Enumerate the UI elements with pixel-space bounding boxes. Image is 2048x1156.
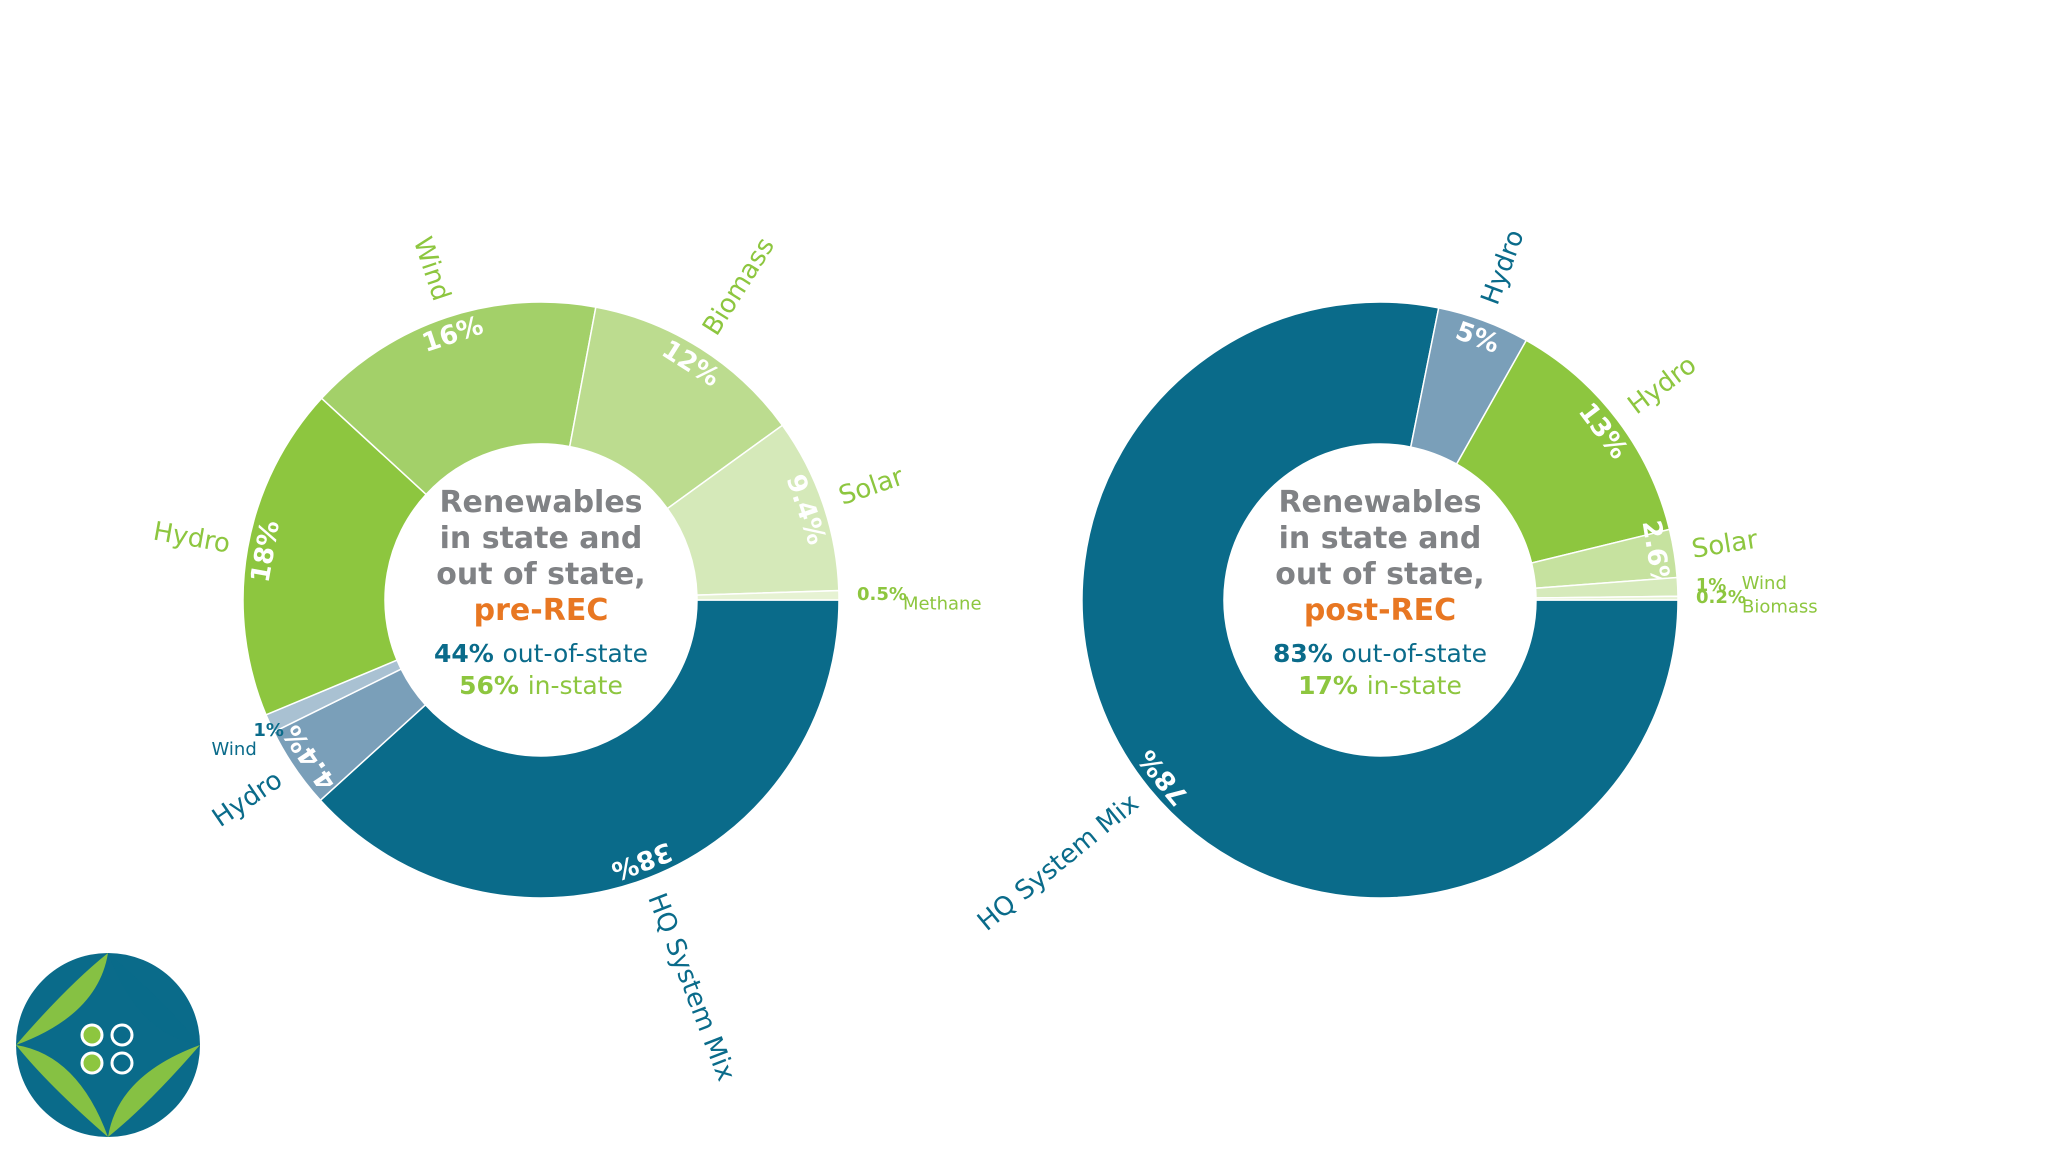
slice-methane-in-state (696, 589, 840, 601)
center-title-line: Renewables (1278, 485, 1481, 520)
slice-category-label: HQ System Mix (972, 788, 1145, 937)
logo-swirl (16, 953, 108, 1045)
pre-rec-donut-chart: 38%HQ System Mix4.4%Hydro1%Wind18%Hydro1… (151, 232, 982, 1085)
out-of-state-share: 83% out-of-state (1273, 639, 1487, 668)
organization-logo (16, 953, 200, 1137)
slice-category-label: Hydro (207, 765, 288, 833)
logo-dot (110, 1023, 134, 1047)
slice-category-label: Wind (1742, 573, 1787, 594)
logo-swirl (108, 953, 200, 1045)
logo-dot (110, 1051, 134, 1075)
slice-hq-system-mix-out-of-state (1081, 301, 1679, 899)
center-title-line: out of state, (1275, 557, 1484, 592)
slice-category-label: Biomass (1742, 597, 1818, 618)
out-of-state-share: 44% out-of-state (434, 639, 648, 668)
center-highlight: pre-REC (474, 593, 609, 628)
slice-value-label: 1% (1696, 575, 1727, 596)
slice-value-label: 0.5% (857, 584, 907, 605)
slice-category-label: Hydro (1476, 226, 1531, 309)
logo-swirl (108, 1045, 200, 1137)
slice-category-label: Solar (835, 462, 908, 512)
slice-value-label: 1% (253, 720, 284, 741)
slice-category-label: Methane (903, 593, 982, 614)
slice-hq-system-mix-out-of-state (319, 599, 840, 899)
slice-category-label: Wind (407, 233, 456, 304)
in-state-share: 56% in-state (459, 671, 623, 700)
logo-dot (80, 1051, 104, 1075)
slice-category-label: Hydro (151, 517, 232, 560)
center-title-line: in state and (1279, 521, 1482, 556)
in-state-share: 17% in-state (1298, 671, 1462, 700)
logo-disc (16, 953, 200, 1137)
logo-dot (80, 1023, 104, 1047)
slice-category-label: Solar (1690, 525, 1760, 565)
slice-category-label: HQ System Mix (641, 889, 741, 1085)
slice-biomass-in-state (1535, 595, 1679, 601)
center-title-line: Renewables (439, 485, 642, 520)
center-highlight: post-REC (1304, 593, 1456, 628)
center-title-line: in state and (440, 521, 643, 556)
slice-value-label: 0.2% (1696, 587, 1746, 608)
slice-hydro-in-state (242, 397, 428, 716)
slice-wind-in-state (320, 301, 597, 496)
logo-swirl (16, 1045, 108, 1137)
center-title-line: out of state, (436, 557, 645, 592)
slice-category-label: Biomass (697, 232, 781, 340)
slice-category-label: Wind (212, 739, 257, 760)
slice-category-label: Hydro (1622, 350, 1702, 421)
